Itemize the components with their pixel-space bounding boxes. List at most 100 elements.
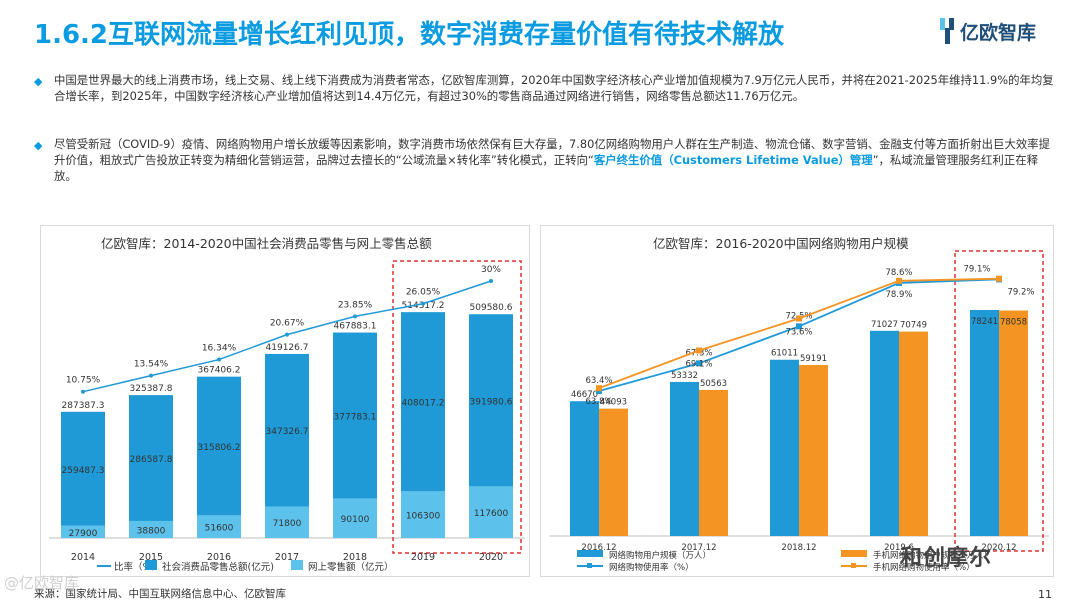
total-value-label: 467883.1: [334, 322, 377, 332]
online-value-label: 51600: [205, 524, 234, 534]
diamond-bullet-icon: ◆: [34, 139, 43, 152]
online-value-label: 71800: [273, 519, 302, 529]
legend-swatch-box: [291, 560, 303, 570]
mobile-user-scale-label: 78058: [1000, 317, 1027, 327]
mobile-user-scale-label: 59191: [800, 354, 827, 364]
x-tick-label: 2017.12: [681, 543, 716, 553]
x-tick-label: 2019: [411, 552, 435, 563]
user-scale-bar: [970, 309, 999, 536]
usage-rate-label: 78.6%: [885, 268, 912, 278]
page-number: 11: [1038, 588, 1052, 601]
total-value-label: 509580.6: [470, 303, 513, 313]
bullet-2-text: 尽管受新冠（COVID-9）疫情、网络购物用户增长放缓等因素影响，数字消费市场依…: [54, 137, 1051, 183]
retail-value-label: 315806.2: [198, 443, 241, 453]
user-scale-label: 71027: [871, 320, 898, 330]
legend-swatch-marker: [587, 563, 592, 568]
user-scale-bar: [570, 401, 599, 536]
logo-icon: [940, 18, 954, 44]
legend-label: 手机网络购物使用率（%）: [873, 562, 975, 573]
ratio-point: [353, 314, 357, 319]
legend-swatch-box: [841, 550, 867, 557]
retail-bar: [333, 332, 377, 499]
user-scale-label: 46670: [571, 390, 598, 400]
left-chart-svg: 27900 259487.3 287387.3 2014 38800 286587.8 32…: [49, 260, 525, 573]
ratio-label: 13.54%: [134, 360, 169, 370]
legend-label: 网络购物用户规模（万人）: [609, 550, 711, 561]
total-value-label: 287387.3: [62, 401, 105, 411]
mobile-usage-rate-label: 69.1%: [685, 360, 712, 370]
mobile-usage-rate-label: 79.2%: [1007, 288, 1034, 298]
legend-label: 网络购物使用率（%）: [609, 562, 694, 573]
mobile-usage-rate-point: [896, 277, 902, 284]
legend-label: 手机网络购物用户规模（万人）: [873, 550, 992, 561]
online-value-label: 117600: [474, 509, 509, 519]
x-tick-label: 2016.12: [581, 543, 616, 553]
total-value-label: 514317.2: [402, 301, 445, 311]
online-value-label: 106300: [406, 512, 441, 522]
mobile-usage-rate-point: [596, 385, 602, 392]
x-tick-label: 2015: [139, 552, 163, 563]
online-value-label: 90100: [341, 515, 370, 525]
watermark-left: @亿欧智库: [4, 574, 80, 592]
x-tick-label: 2018.12: [781, 543, 816, 553]
online-bar: [469, 486, 513, 538]
retail-value-label: 259487.3: [62, 466, 105, 476]
bullet-1: ◆ 中国是世界最大的线上消费市场，线上交易、线上线下消费成为消费者常态，亿欧智库…: [34, 72, 1054, 122]
user-scale-label: 61011: [771, 349, 798, 359]
ratio-point: [489, 279, 493, 283]
retail-value-label: 408017.2: [402, 399, 445, 409]
online-bar: [129, 520, 173, 538]
total-value-label: 419126.7: [266, 343, 309, 353]
ratio-point: [149, 373, 153, 378]
ratio-label: 16.34%: [202, 344, 237, 354]
retail-bar: [469, 314, 513, 487]
source-note: 来源：国家统计局、中国互联网络信息中心、亿欧智库: [34, 588, 286, 600]
mobile-user-scale-bar: [799, 365, 828, 536]
ratio-label: 23.85%: [338, 300, 373, 310]
user-scale-bar: [770, 359, 799, 536]
legend-swatch-marker: [851, 563, 856, 568]
mobile-usage-rate-label: 63.8%: [585, 397, 612, 407]
online-bar: [197, 515, 241, 538]
mobile-user-scale-bar: [899, 331, 928, 536]
highlight-box: [392, 260, 522, 554]
mobile-usage-rate-label: 73.6%: [785, 328, 812, 338]
diamond-bullet-icon: ◆: [34, 75, 43, 88]
x-tick-label: 2014: [71, 552, 95, 563]
usage-rate-point: [796, 323, 802, 330]
online-bar: [61, 525, 105, 538]
ratio-point: [217, 357, 221, 362]
user-scale-bar: [870, 330, 899, 536]
ratio-label: 10.75%: [66, 376, 101, 386]
left-chart-panel: 亿欧智库：2014-2020中国社会消费品零售与网上零售总额 27900 2594…: [40, 225, 530, 577]
retail-bar: [197, 376, 241, 516]
retail-value-label: 377783.1: [334, 412, 377, 422]
mobile-usage-rate-point: [796, 315, 802, 322]
mobile-user-scale-bar: [599, 408, 628, 536]
mobile-usage-rate-point: [996, 275, 1002, 282]
x-tick-label: 2017: [275, 552, 299, 563]
legend-label: 网上零售额（亿元）: [308, 561, 394, 573]
x-tick-label: 2019.6: [884, 543, 914, 553]
usage-rate-label: 63.4%: [585, 376, 612, 386]
online-bar: [265, 506, 309, 538]
ratio-label: 26.05%: [406, 288, 441, 298]
usage-rate-label: 79.1%: [963, 264, 990, 274]
retail-bar: [61, 411, 105, 526]
page-title: 1.6.2互联网流量增长红利见顶，数字消费存量价值有待技术解放: [34, 20, 785, 50]
legend-swatch-box: [577, 550, 603, 557]
retail-value-label: 286587.8: [130, 455, 173, 465]
bullet-1-text: 中国是世界最大的线上消费市场，线上交易、线上线下消费成为消费者常态，亿欧智库测算…: [54, 73, 1054, 103]
user-scale-bar: [670, 381, 699, 536]
legend-label: 社会消费品零售总额(亿元): [162, 561, 274, 573]
online-value-label: 27900: [69, 529, 98, 539]
x-tick-label: 2016: [207, 552, 231, 563]
x-tick-label: 2020.12: [981, 543, 1016, 553]
mobile-usage-rate-label: 78.9%: [885, 290, 912, 300]
retail-bar: [401, 312, 445, 492]
mobile-user-scale-bar: [999, 310, 1028, 536]
highlight-clv: 客户终生价值（Customers Lifetime Value）管理: [593, 153, 873, 167]
online-bar: [333, 498, 377, 538]
mobile-user-scale-label: 70749: [900, 321, 927, 331]
online-bar: [401, 491, 445, 538]
